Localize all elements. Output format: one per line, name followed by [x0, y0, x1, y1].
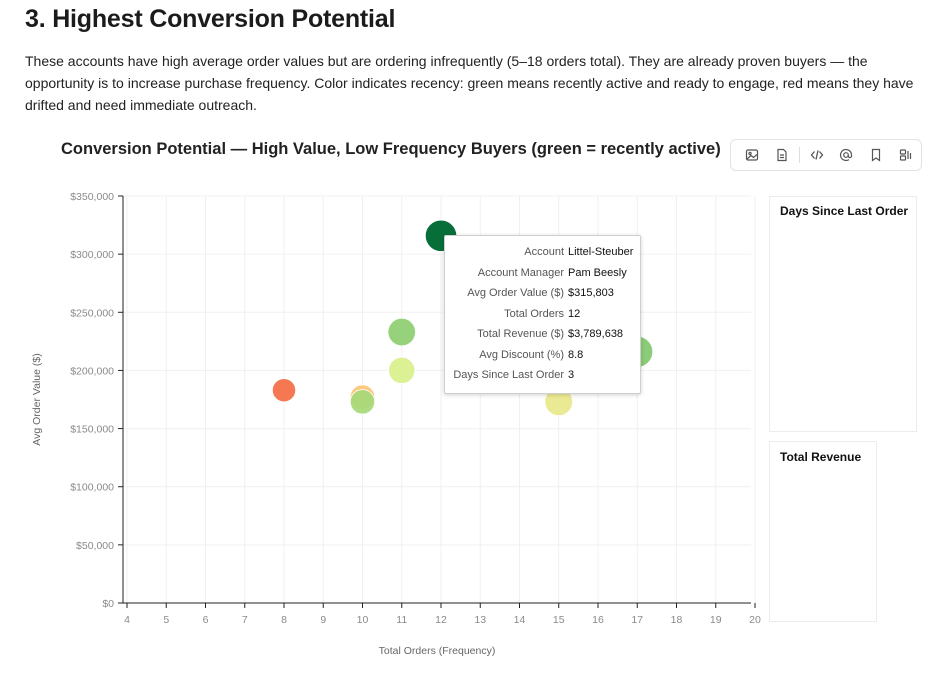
tooltip-key: Days Since Last Order: [453, 369, 564, 381]
code-icon: [810, 150, 823, 160]
view-code-button[interactable]: [802, 142, 832, 168]
y-tick-label: $0: [102, 598, 114, 610]
tooltip-value: $315,803: [568, 287, 614, 299]
y-tick-label: $200,000: [70, 365, 114, 377]
x-tick-label: 20: [749, 614, 761, 626]
x-tick-label: 9: [320, 614, 326, 626]
tooltip-row: Account Manager Pam Beesly: [445, 267, 642, 283]
bookmark-button[interactable]: [861, 142, 891, 168]
tooltip-key: Total Revenue ($): [477, 328, 564, 340]
download-image-button[interactable]: [737, 142, 767, 168]
x-tick-label: 17: [631, 614, 643, 626]
tooltip-key: Avg Discount (%): [479, 349, 564, 361]
tooltip-value: 8.8: [568, 349, 584, 361]
y-tick-label: $350,000: [70, 191, 114, 203]
tooltip-value: Littel-Steuber: [568, 246, 634, 258]
bookmark-icon: [872, 148, 881, 162]
x-tick-label: 14: [514, 614, 526, 626]
csv-file-icon: [777, 148, 787, 162]
tooltip-value: 12: [568, 308, 581, 320]
tooltip-value: 3: [568, 369, 575, 381]
x-tick-label: 19: [710, 614, 722, 626]
x-tick-label: 6: [203, 614, 209, 626]
size-legend: Total Revenue: [769, 441, 877, 622]
tooltip-row: Total Revenue ($) $3,789,638: [445, 328, 642, 344]
x-tick-label: 16: [592, 614, 604, 626]
x-tick-label: 5: [163, 614, 169, 626]
image-icon: [745, 149, 759, 161]
x-axis-label: Total Orders (Frequency): [379, 645, 496, 657]
x-tick-label: 8: [281, 614, 287, 626]
scatter-point: [388, 356, 416, 384]
tooltip-key: Avg Order Value ($): [467, 287, 564, 299]
tooltip-value: $3,789,638: [568, 328, 624, 340]
tooltip-row: Account Littel-Steuber: [445, 246, 642, 262]
point-tooltip: Account Littel-Steuber Account Manager P…: [444, 235, 641, 394]
tooltip-key: Account: [524, 246, 564, 258]
chart-settings-button[interactable]: [891, 142, 921, 168]
scatter-point: [271, 378, 297, 403]
y-tick-label: $150,000: [70, 424, 114, 436]
download-csv-button[interactable]: [767, 142, 797, 168]
x-tick-label: 4: [124, 614, 130, 626]
x-tick-label: 12: [435, 614, 447, 626]
y-tick-label: $100,000: [70, 482, 114, 494]
color-legend: Days Since Last Order: [769, 196, 917, 432]
x-tick-label: 18: [671, 614, 683, 626]
section-intro: These accounts have high average order v…: [25, 53, 914, 113]
x-tick-label: 7: [242, 614, 248, 626]
chart-settings-icon: [899, 149, 912, 161]
section-heading: 3. Highest Conversion Potential: [25, 5, 396, 33]
y-axis-label: Avg Order Value ($): [31, 353, 43, 445]
scatter-point: [349, 389, 376, 415]
x-tick-label: 13: [474, 614, 486, 626]
y-tick-label: $300,000: [70, 249, 114, 261]
mention-button[interactable]: [831, 142, 861, 168]
at-icon: [840, 148, 853, 162]
chart-toolbar: [730, 139, 922, 171]
toolbar-divider: [798, 147, 800, 163]
x-tick-label: 10: [357, 614, 369, 626]
tooltip-row: Days Since Last Order 3: [445, 369, 642, 385]
tooltip-row: Avg Discount (%) 8.8: [445, 349, 642, 365]
y-tick-label: $50,000: [76, 540, 114, 552]
scatter-point: [387, 317, 416, 347]
x-tick-label: 11: [396, 614, 407, 626]
size-legend-title: Total Revenue: [780, 450, 862, 464]
tooltip-value: Pam Beesly: [568, 267, 627, 279]
tooltip-key: Total Orders: [504, 308, 564, 320]
tooltip-row: Total Orders 12: [445, 308, 642, 324]
x-tick-label: 15: [553, 614, 565, 626]
tooltip-row: Avg Order Value ($) $315,803: [445, 287, 642, 303]
color-legend-title: Days Since Last Order: [780, 204, 909, 218]
y-tick-label: $250,000: [70, 307, 114, 319]
chart-title: Conversion Potential — High Value, Low F…: [61, 140, 721, 158]
tooltip-key: Account Manager: [477, 267, 564, 279]
